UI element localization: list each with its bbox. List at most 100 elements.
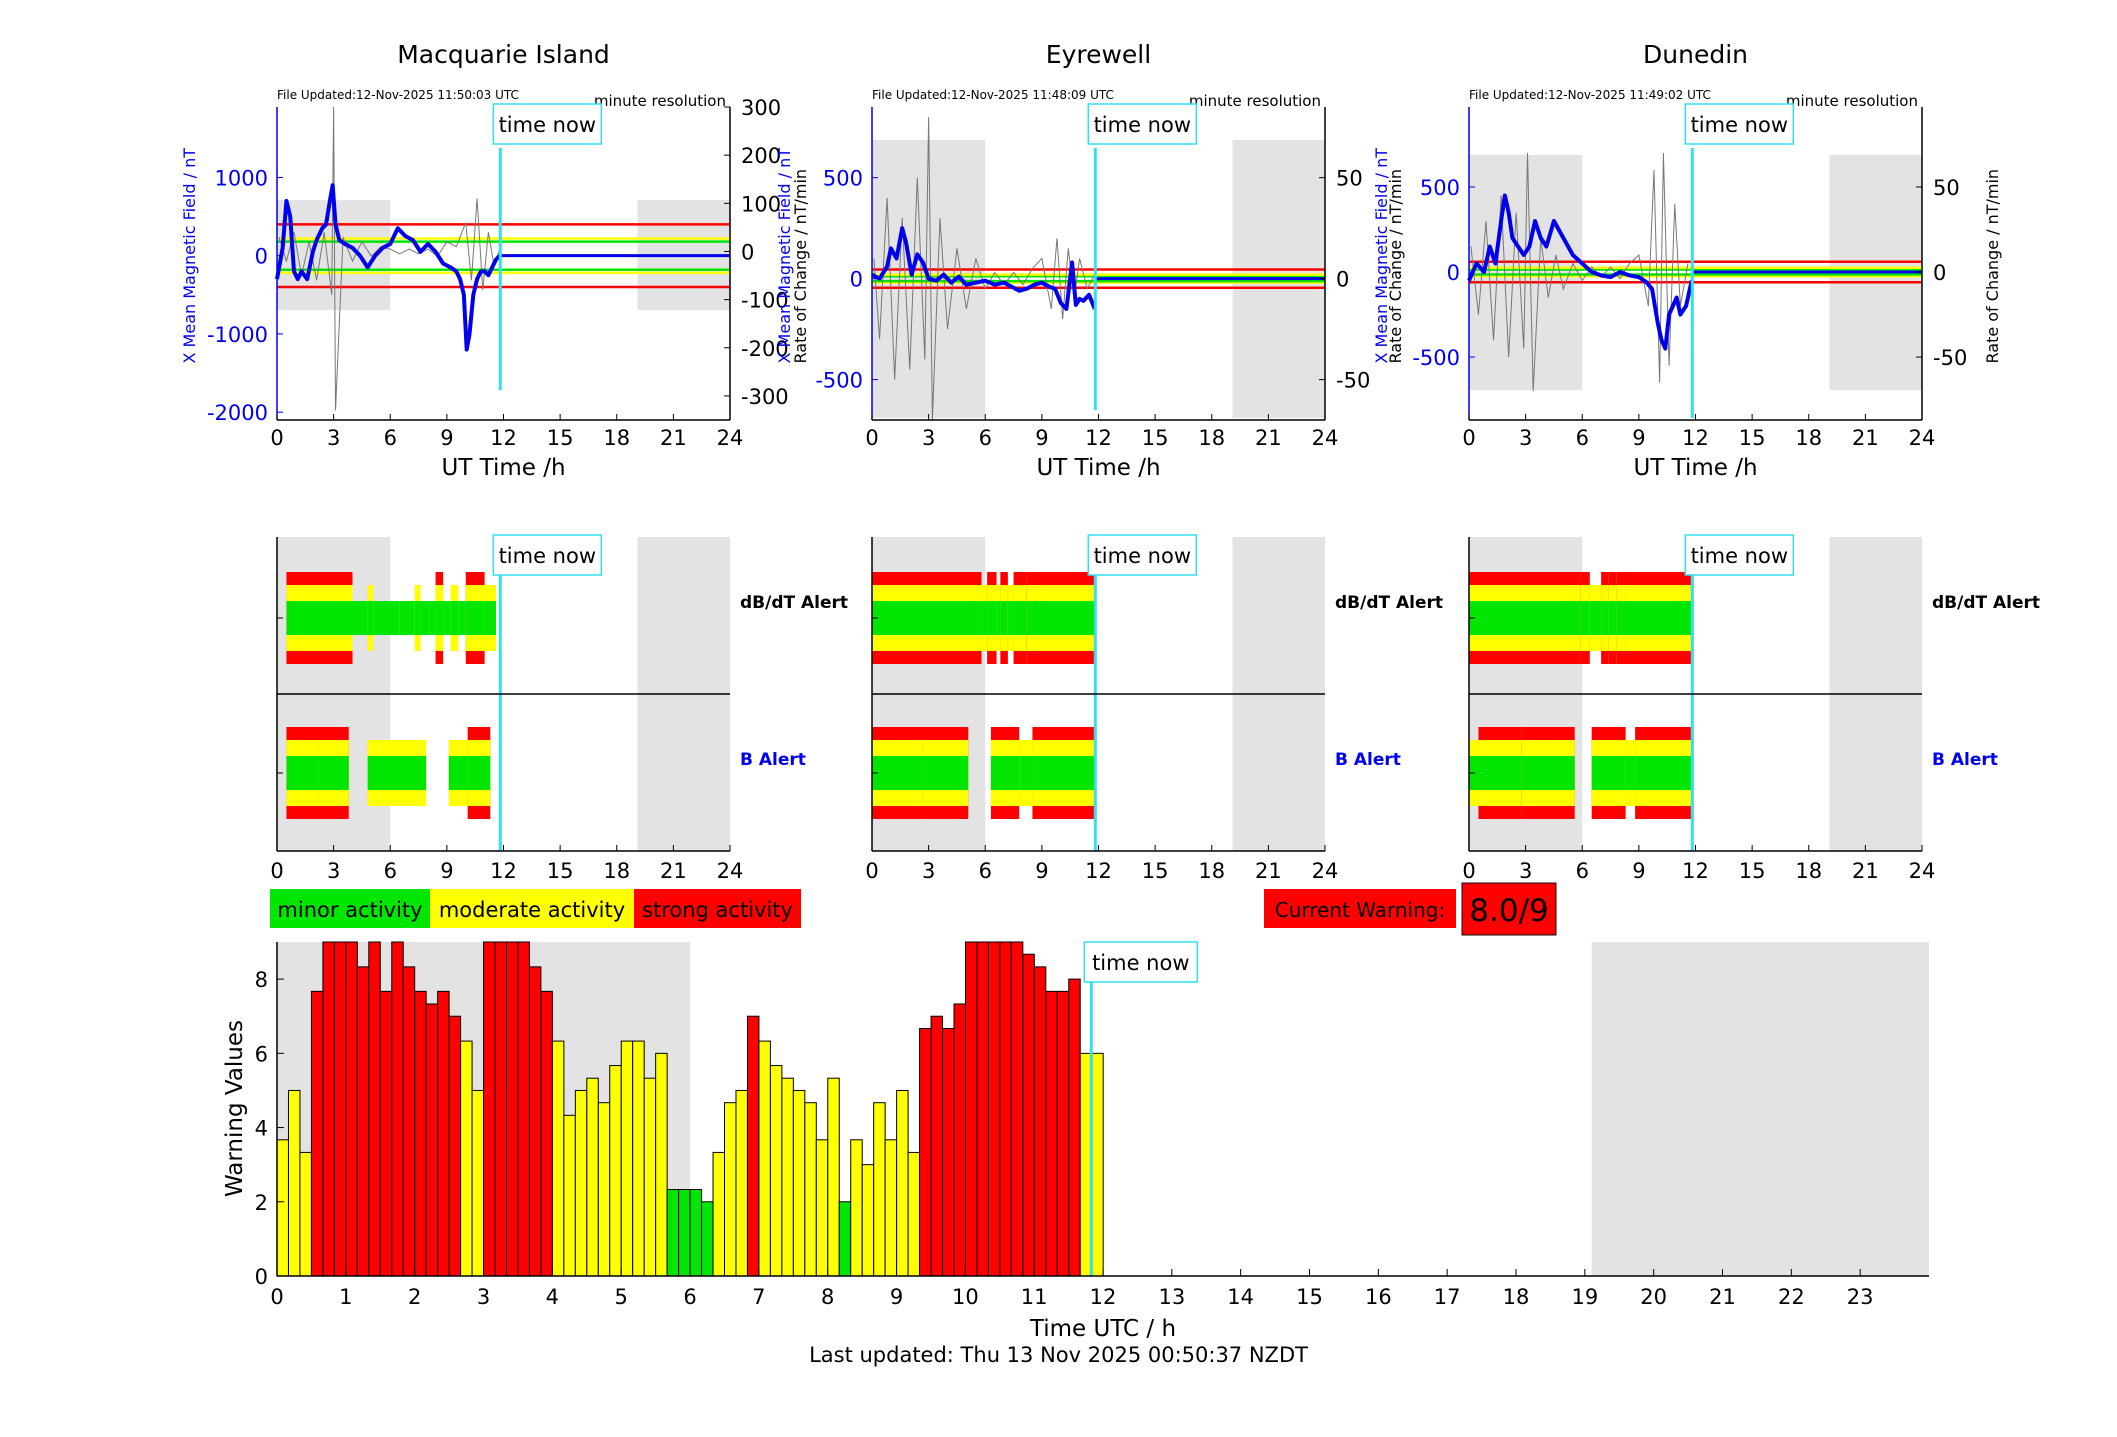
warning-chart-x-tick-label: 15 — [1296, 1285, 1323, 1309]
macquarie-y-tick-label: 1000 — [215, 166, 268, 190]
dunedin-alerts-b-minor-band — [1625, 756, 1636, 790]
dunedin-y-tick-label: 0 — [1447, 261, 1460, 285]
macquarie-alerts-dbdt-minor-band — [435, 601, 444, 635]
warning-chart-bar — [1045, 990, 1058, 1277]
macquarie-field-line — [275, 183, 502, 352]
dunedin-x-tick-label: 3 — [1519, 426, 1532, 450]
macquarie-x-tick-label: 3 — [327, 426, 340, 450]
warning-chart-x-tick-label: 0 — [270, 1285, 283, 1309]
warning-chart-bar — [379, 990, 393, 1277]
eyrewell-alerts-dbdt-minor-band — [1026, 601, 1095, 635]
macquarie-alerts-time-now-box — [492, 534, 603, 576]
macquarie-alerts-dbdt-minor-band — [414, 601, 421, 635]
warning-chart-bar — [999, 941, 1012, 1277]
macquarie-alerts-dbdt-minor-band — [286, 601, 353, 635]
macquarie-time-now-box — [492, 103, 603, 145]
eyrewell-y2-tick-label: 50 — [1336, 167, 1363, 191]
warning-chart-bar — [689, 1189, 703, 1277]
warning-chart-bar — [907, 1151, 921, 1277]
warning-chart-bar — [815, 1139, 829, 1277]
warning-chart-x-tick-label: 10 — [952, 1285, 979, 1309]
dunedin-y-tick-label: -500 — [1412, 346, 1460, 370]
dunedin-alerts-x-tick-label: 0 — [1462, 859, 1475, 883]
eyrewell-alerts-x-tick-label: 6 — [979, 859, 992, 883]
dunedin-alerts-x-tick-label: 15 — [1739, 859, 1766, 883]
warning-chart-x-tick-label: 18 — [1503, 1285, 1530, 1309]
macquarie-y2-axis-label: Rate of Change / nT/min — [791, 169, 810, 364]
dunedin-time-now-label: time now — [1691, 113, 1788, 137]
eyrewell-alerts-b-minor-band — [872, 756, 923, 790]
eyrewell-alerts-b-minor-band — [1032, 756, 1095, 790]
warning-chart-time-now-label: time now — [1092, 951, 1189, 975]
warning-chart-x-tick-label: 16 — [1365, 1285, 1392, 1309]
macquarie-alerts-x-tick-label: 24 — [717, 859, 744, 883]
warning-chart-x-tick-label: 21 — [1709, 1285, 1736, 1309]
macquarie-alerts-b-minor-band — [448, 756, 468, 790]
dunedin-title: Dunedin — [1643, 40, 1748, 69]
legend-swatch-0 — [270, 889, 430, 928]
dunedin-alerts-dbdt-minor-band — [1608, 601, 1617, 635]
warning-chart-bar — [528, 966, 542, 1277]
dunedin-alerts-x-tick-label: 3 — [1519, 859, 1532, 883]
dunedin-x-tick-label: 12 — [1682, 426, 1709, 450]
macquarie-x-tick-label: 12 — [490, 426, 517, 450]
warning-chart-bar — [448, 1015, 462, 1277]
warning-chart-bar — [551, 1040, 565, 1277]
warning-chart-bar — [287, 1089, 301, 1277]
macquarie-alerts-x-tick-label: 9 — [440, 859, 453, 883]
macquarie-alerts-dbdt-minor-band — [484, 601, 496, 635]
eyrewell-title: Eyrewell — [1046, 40, 1151, 69]
eyrewell-alerts-x-tick-label: 24 — [1312, 859, 1339, 883]
dunedin-alerts-time-now-box — [1684, 534, 1795, 576]
warning-chart-time-now-box — [1083, 941, 1199, 983]
dunedin-file-updated: File Updated:12-Nov-2025 11:49:02 UTC — [1469, 88, 1711, 102]
eyrewell-y2-axis-label: Rate of Change / nT/min — [1386, 169, 1405, 364]
dunedin-alerts-dbdt-minor-band — [1469, 601, 1581, 635]
dunedin-alerts-x-tick-label: 9 — [1632, 859, 1645, 883]
macquarie-alerts-dbdt-minor-band — [367, 601, 374, 635]
warning-chart-bar — [643, 1077, 657, 1277]
warning-chart-bar — [724, 1102, 737, 1277]
warning-chart-bar — [437, 990, 450, 1277]
macquarie-alerts-b-minor-band — [286, 756, 319, 790]
warning-chart-bar — [620, 1040, 634, 1277]
dunedin-alerts-dbdt-minor-band — [1580, 601, 1590, 635]
warning-chart-bar — [942, 1027, 955, 1277]
warning-chart-bar — [494, 941, 507, 1277]
warning-chart-y-tick-label: 0 — [255, 1265, 268, 1289]
eyrewell-alerts-dbdt-minor-band — [996, 601, 1001, 635]
dunedin-alerts-x-tick-label: 6 — [1576, 859, 1589, 883]
warning-chart-bar — [276, 1139, 289, 1277]
current-warning-value: 8.0/9 — [1469, 893, 1548, 929]
macquarie-alerts-x-tick-label: 21 — [660, 859, 687, 883]
macquarie-alerts-dbdt-minor-band — [458, 601, 466, 635]
eyrewell-y-tick-label: 500 — [823, 167, 863, 191]
warning-chart-bar — [976, 941, 989, 1277]
macquarie-y-tick-label: -1000 — [207, 323, 268, 347]
eyrewell-y2-tick-label: -50 — [1336, 369, 1370, 393]
warning-chart-y-tick-label: 2 — [255, 1191, 268, 1215]
warning-chart-bar — [1033, 966, 1047, 1277]
warning-chart-bar — [712, 1151, 726, 1277]
warning-chart-x-tick-label: 2 — [408, 1285, 421, 1309]
eyrewell-y-axis-label: X Mean Magnetic Field / nT — [775, 148, 794, 364]
eyrewell-file-updated: File Updated:12-Nov-2025 11:48:09 UTC — [872, 88, 1114, 102]
dunedin-alerts-b-minor-band — [1478, 756, 1522, 790]
legend-label-0: minor activity — [277, 898, 422, 922]
dunedin-alerts-dbdt-minor-band — [1589, 601, 1602, 635]
warning-chart-bar — [792, 1089, 806, 1277]
eyrewell-alerts-dbdt-minor-band — [981, 601, 988, 635]
warning-chart-x-tick-label: 12 — [1090, 1285, 1117, 1309]
current-warning-value-box — [1461, 882, 1557, 936]
eyrewell-alerts-b-minor-band — [1019, 756, 1033, 790]
dunedin-alerts-x-tick-label: 12 — [1682, 859, 1709, 883]
macquarie-alerts-dbdt-minor-band — [429, 601, 436, 635]
warning-chart-y-tick-label: 8 — [255, 968, 268, 992]
macquarie-alerts-x-tick-label: 15 — [547, 859, 574, 883]
macquarie-y2-tick-label: 200 — [741, 144, 781, 168]
dunedin-x-tick-label: 21 — [1852, 426, 1879, 450]
current-warning-label-box — [1264, 889, 1456, 928]
dunedin-y2-axis-label: Rate of Change / nT/min — [1983, 169, 2002, 364]
warning-chart-bar — [425, 1003, 439, 1277]
